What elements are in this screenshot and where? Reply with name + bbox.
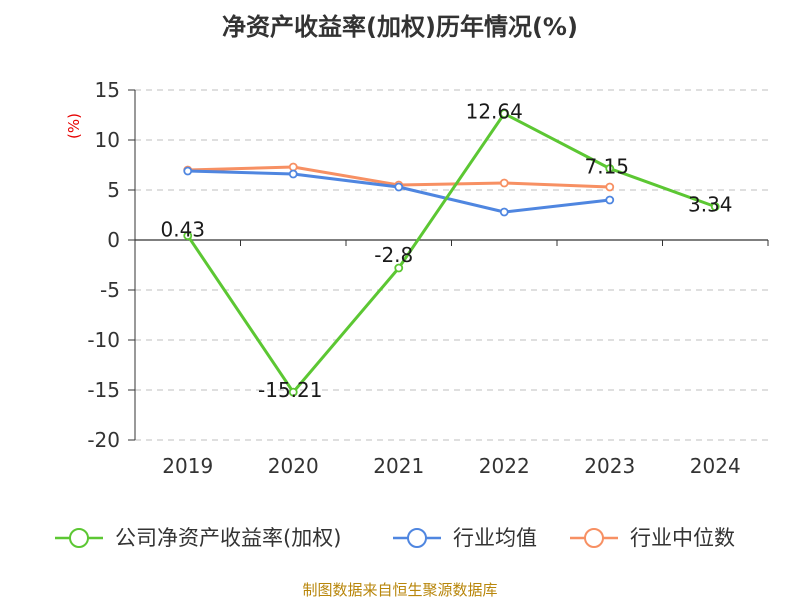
data-point (499, 207, 509, 217)
x-axis: 2019 2020 2021 2022 2023 2024 (134, 239, 769, 478)
y-tick-label: 10 (95, 128, 120, 152)
y-axis-ticks: 15 10 5 0 -5 -10 -15 -20 (87, 78, 136, 452)
legend: 公司净资产收益率(加权) 行业均值 行业中位数 (55, 526, 735, 550)
data-point (605, 164, 615, 173)
y-tick-label: 0 (107, 228, 120, 252)
data-point (710, 202, 720, 212)
data-point (499, 109, 509, 118)
x-tick-label: 2019 (162, 454, 213, 478)
chart-title: 净资产收益率(加权)历年情况(%) (222, 13, 578, 41)
legend-label: 行业均值 (453, 526, 537, 550)
x-tick-label: 2020 (268, 454, 319, 478)
data-label: 0.43 (160, 218, 205, 242)
data-point (288, 387, 298, 397)
data-point (183, 166, 193, 176)
legend-item: 行业均值 (393, 526, 537, 550)
x-tick-label: 2021 (373, 454, 424, 478)
data-point (288, 169, 298, 179)
y-tick-label: 15 (95, 78, 120, 102)
y-tick-label: -20 (87, 428, 120, 452)
y-tick-label: -5 (100, 278, 120, 302)
data-point (605, 182, 615, 192)
x-tick-label: 2024 (690, 454, 741, 478)
data-label: -15.21 (258, 378, 322, 402)
y-tick-label: -15 (87, 378, 120, 402)
data-point (183, 231, 193, 241)
legend-item: 公司净资产收益率(加权) (55, 526, 341, 550)
grid-lines (135, 89, 768, 441)
data-labels: 0.43 -15.21 -2.8 12.64 7.15 3.34 (160, 100, 732, 403)
series-line (186, 112, 716, 394)
data-label: 3.34 (688, 193, 733, 217)
data-label: 12.64 (466, 100, 523, 124)
legend-swatch-marker (69, 528, 89, 548)
legend-label: 公司净资产收益率(加权) (115, 526, 341, 550)
data-point (605, 195, 615, 205)
data-label: -2.8 (374, 243, 413, 267)
series-lines (183, 109, 720, 397)
data-point (394, 182, 404, 192)
y-tick-label: 5 (107, 178, 120, 202)
legend-label: 行业中位数 (630, 526, 735, 550)
data-point (288, 162, 298, 172)
data-label: 7.15 (584, 155, 629, 179)
y-axis-unit: (%) (65, 113, 83, 139)
x-tick-label: 2023 (584, 454, 635, 478)
legend-swatch-marker (584, 528, 604, 548)
data-point (394, 263, 404, 273)
data-source-note: 制图数据来自恒生聚源数据库 (302, 581, 497, 599)
x-tick-label: 2022 (479, 454, 530, 478)
legend-swatch-marker (407, 528, 427, 548)
data-point (499, 178, 509, 188)
legend-item: 行业中位数 (570, 526, 735, 550)
y-tick-label: -10 (87, 328, 120, 352)
series-line (187, 169, 610, 214)
